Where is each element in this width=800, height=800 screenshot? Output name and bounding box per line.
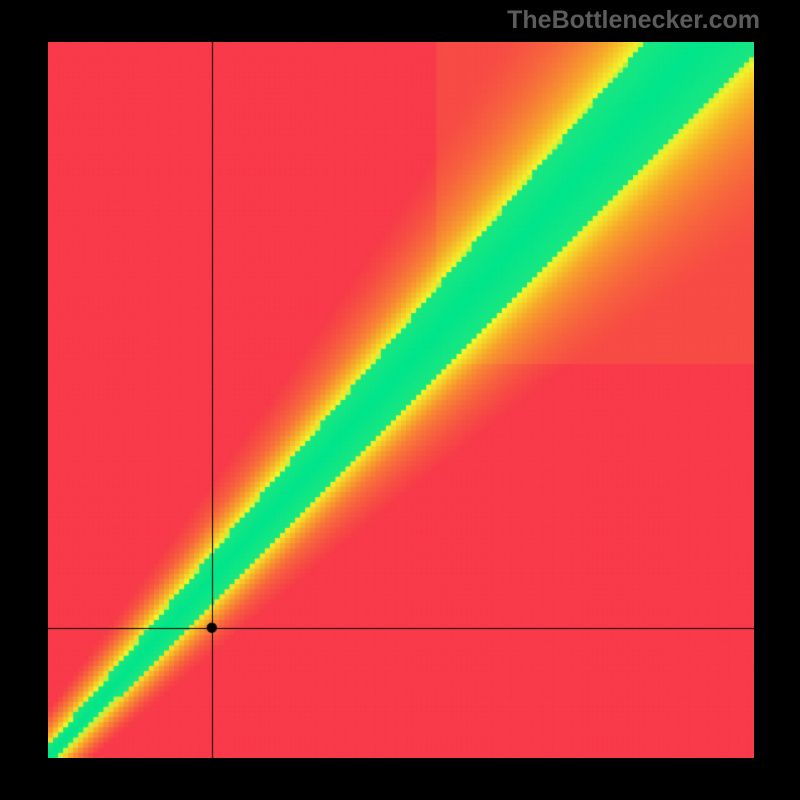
heatmap-plot <box>48 42 754 758</box>
crosshair-overlay <box>48 42 754 758</box>
watermark-text: TheBottlenecker.com <box>507 6 760 35</box>
